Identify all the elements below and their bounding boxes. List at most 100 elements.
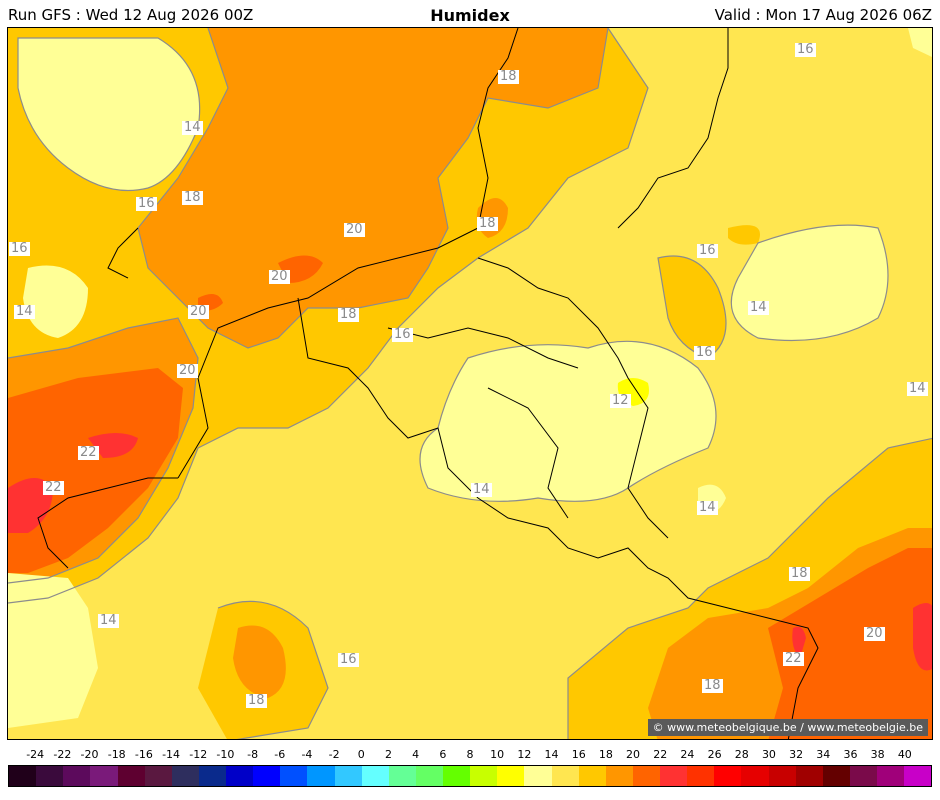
contour-label: 16 (697, 243, 718, 258)
legend-tick-label: 28 (734, 748, 749, 761)
legend-swatch (632, 766, 660, 786)
legend-swatch (687, 766, 715, 786)
legend-swatch (741, 766, 769, 786)
contour-label: 16 (694, 345, 715, 360)
legend-swatch (497, 766, 525, 786)
legend-tick-label: 34 (816, 748, 831, 761)
contour-label: 20 (269, 269, 290, 284)
run-info: Run GFS : Wed 12 Aug 2026 00Z (8, 6, 254, 24)
contour-label: 14 (748, 300, 769, 315)
legend-swatch (361, 766, 389, 786)
legend-tick-label: -6 (274, 748, 286, 761)
legend-swatch (849, 766, 877, 786)
legend-swatch (198, 766, 226, 786)
legend-tick-label: -4 (301, 748, 313, 761)
legend-tick-label: 32 (789, 748, 804, 761)
contour-label: 20 (188, 304, 209, 319)
legend-tick-label: 20 (626, 748, 641, 761)
legend-swatch (307, 766, 335, 786)
legend-tick-label: 24 (680, 748, 695, 761)
legend-swatch (877, 766, 905, 786)
contour-label: 14 (697, 500, 718, 515)
legend-swatch (226, 766, 254, 786)
legend-tick-label: 40 (897, 748, 912, 761)
legend-swatch (822, 766, 850, 786)
legend-tick-label: -12 (189, 748, 208, 761)
legend-tick-label: 0 (357, 748, 365, 761)
legend-tick-label: 22 (653, 748, 668, 761)
legend-tick-label: 6 (439, 748, 447, 761)
contour-label: 16 (795, 42, 816, 57)
legend-tick-label: -24 (26, 748, 45, 761)
legend-tick-label: -22 (53, 748, 72, 761)
legend-swatch (90, 766, 118, 786)
legend-swatch (551, 766, 579, 786)
legend-swatch (144, 766, 172, 786)
contour-label: 16 (338, 652, 359, 667)
legend-tick-label: 30 (761, 748, 776, 761)
legend-swatch (578, 766, 606, 786)
legend-swatch (280, 766, 308, 786)
contour-label: 16 (9, 241, 30, 256)
contour-label: 14 (471, 482, 492, 497)
legend-swatch (605, 766, 633, 786)
legend-tick-label: 14 (544, 748, 559, 761)
legend-ticks: -24 -22 -20 -18 -16 -14 -12 -10 -8 -6 -4 -2 0 2 4 6 8 10 1… (8, 748, 932, 762)
contour-label: 14 (907, 381, 928, 396)
contour-label: 12 (610, 393, 631, 408)
contour-label: 18 (498, 69, 519, 84)
legend-swatch (904, 766, 932, 786)
legend-swatch (795, 766, 823, 786)
legend-color-bar (8, 765, 932, 787)
legend-tick-label: -18 (107, 748, 126, 761)
map-title: Humidex (430, 6, 510, 25)
legend-swatch (9, 766, 37, 786)
legend-swatch (768, 766, 796, 786)
legend-tick-label: -10 (216, 748, 235, 761)
contour-label: 14 (182, 120, 203, 135)
legend-swatch (334, 766, 362, 786)
legend-tick-label: 38 (870, 748, 885, 761)
legend-swatch (388, 766, 416, 786)
contour-label: 18 (789, 566, 810, 581)
legend-swatch (443, 766, 471, 786)
legend-tick-label: 16 (571, 748, 586, 761)
humidex-map: 16 18 14 18 16 18 20 16 16 20 14 20 14 18 16 16 20 14 12 22… (7, 27, 933, 740)
legend-tick-label: 8 (466, 748, 474, 761)
legend-tick-label: 2 (384, 748, 392, 761)
legend-tick-label: 4 (412, 748, 420, 761)
contour-label: 18 (338, 307, 359, 322)
contour-label: 20 (864, 626, 885, 641)
legend-swatch (63, 766, 91, 786)
legend-swatch (714, 766, 742, 786)
legend-tick-label: 36 (843, 748, 858, 761)
contour-label: 22 (78, 445, 99, 460)
map-fill (8, 28, 932, 739)
legend-tick-label: -2 (328, 748, 340, 761)
legend-swatch (171, 766, 199, 786)
contour-label: 14 (98, 613, 119, 628)
contour-label: 18 (477, 216, 498, 231)
contour-label: 22 (783, 651, 804, 666)
credit-text: © www.meteobelgique.be / www.meteobelgie… (647, 719, 928, 736)
contour-label: 14 (14, 304, 35, 319)
legend-swatch (470, 766, 498, 786)
legend-swatch (36, 766, 64, 786)
contour-label: 20 (177, 363, 198, 378)
legend-tick-label: -8 (247, 748, 259, 761)
contour-label: 22 (43, 480, 64, 495)
legend-swatch (524, 766, 552, 786)
legend-tick-label: -16 (134, 748, 153, 761)
contour-label: 16 (392, 327, 413, 342)
contour-label: 18 (182, 190, 203, 205)
legend-tick-label: -20 (80, 748, 99, 761)
legend-tick-label: 10 (490, 748, 505, 761)
legend-tick-label: 18 (598, 748, 613, 761)
legend-tick-label: 26 (707, 748, 722, 761)
legend-swatch (415, 766, 443, 786)
legend-tick-label: 12 (517, 748, 532, 761)
contour-label: 16 (136, 196, 157, 211)
legend-swatch (117, 766, 145, 786)
legend-swatch (253, 766, 281, 786)
contour-label: 18 (702, 678, 723, 693)
